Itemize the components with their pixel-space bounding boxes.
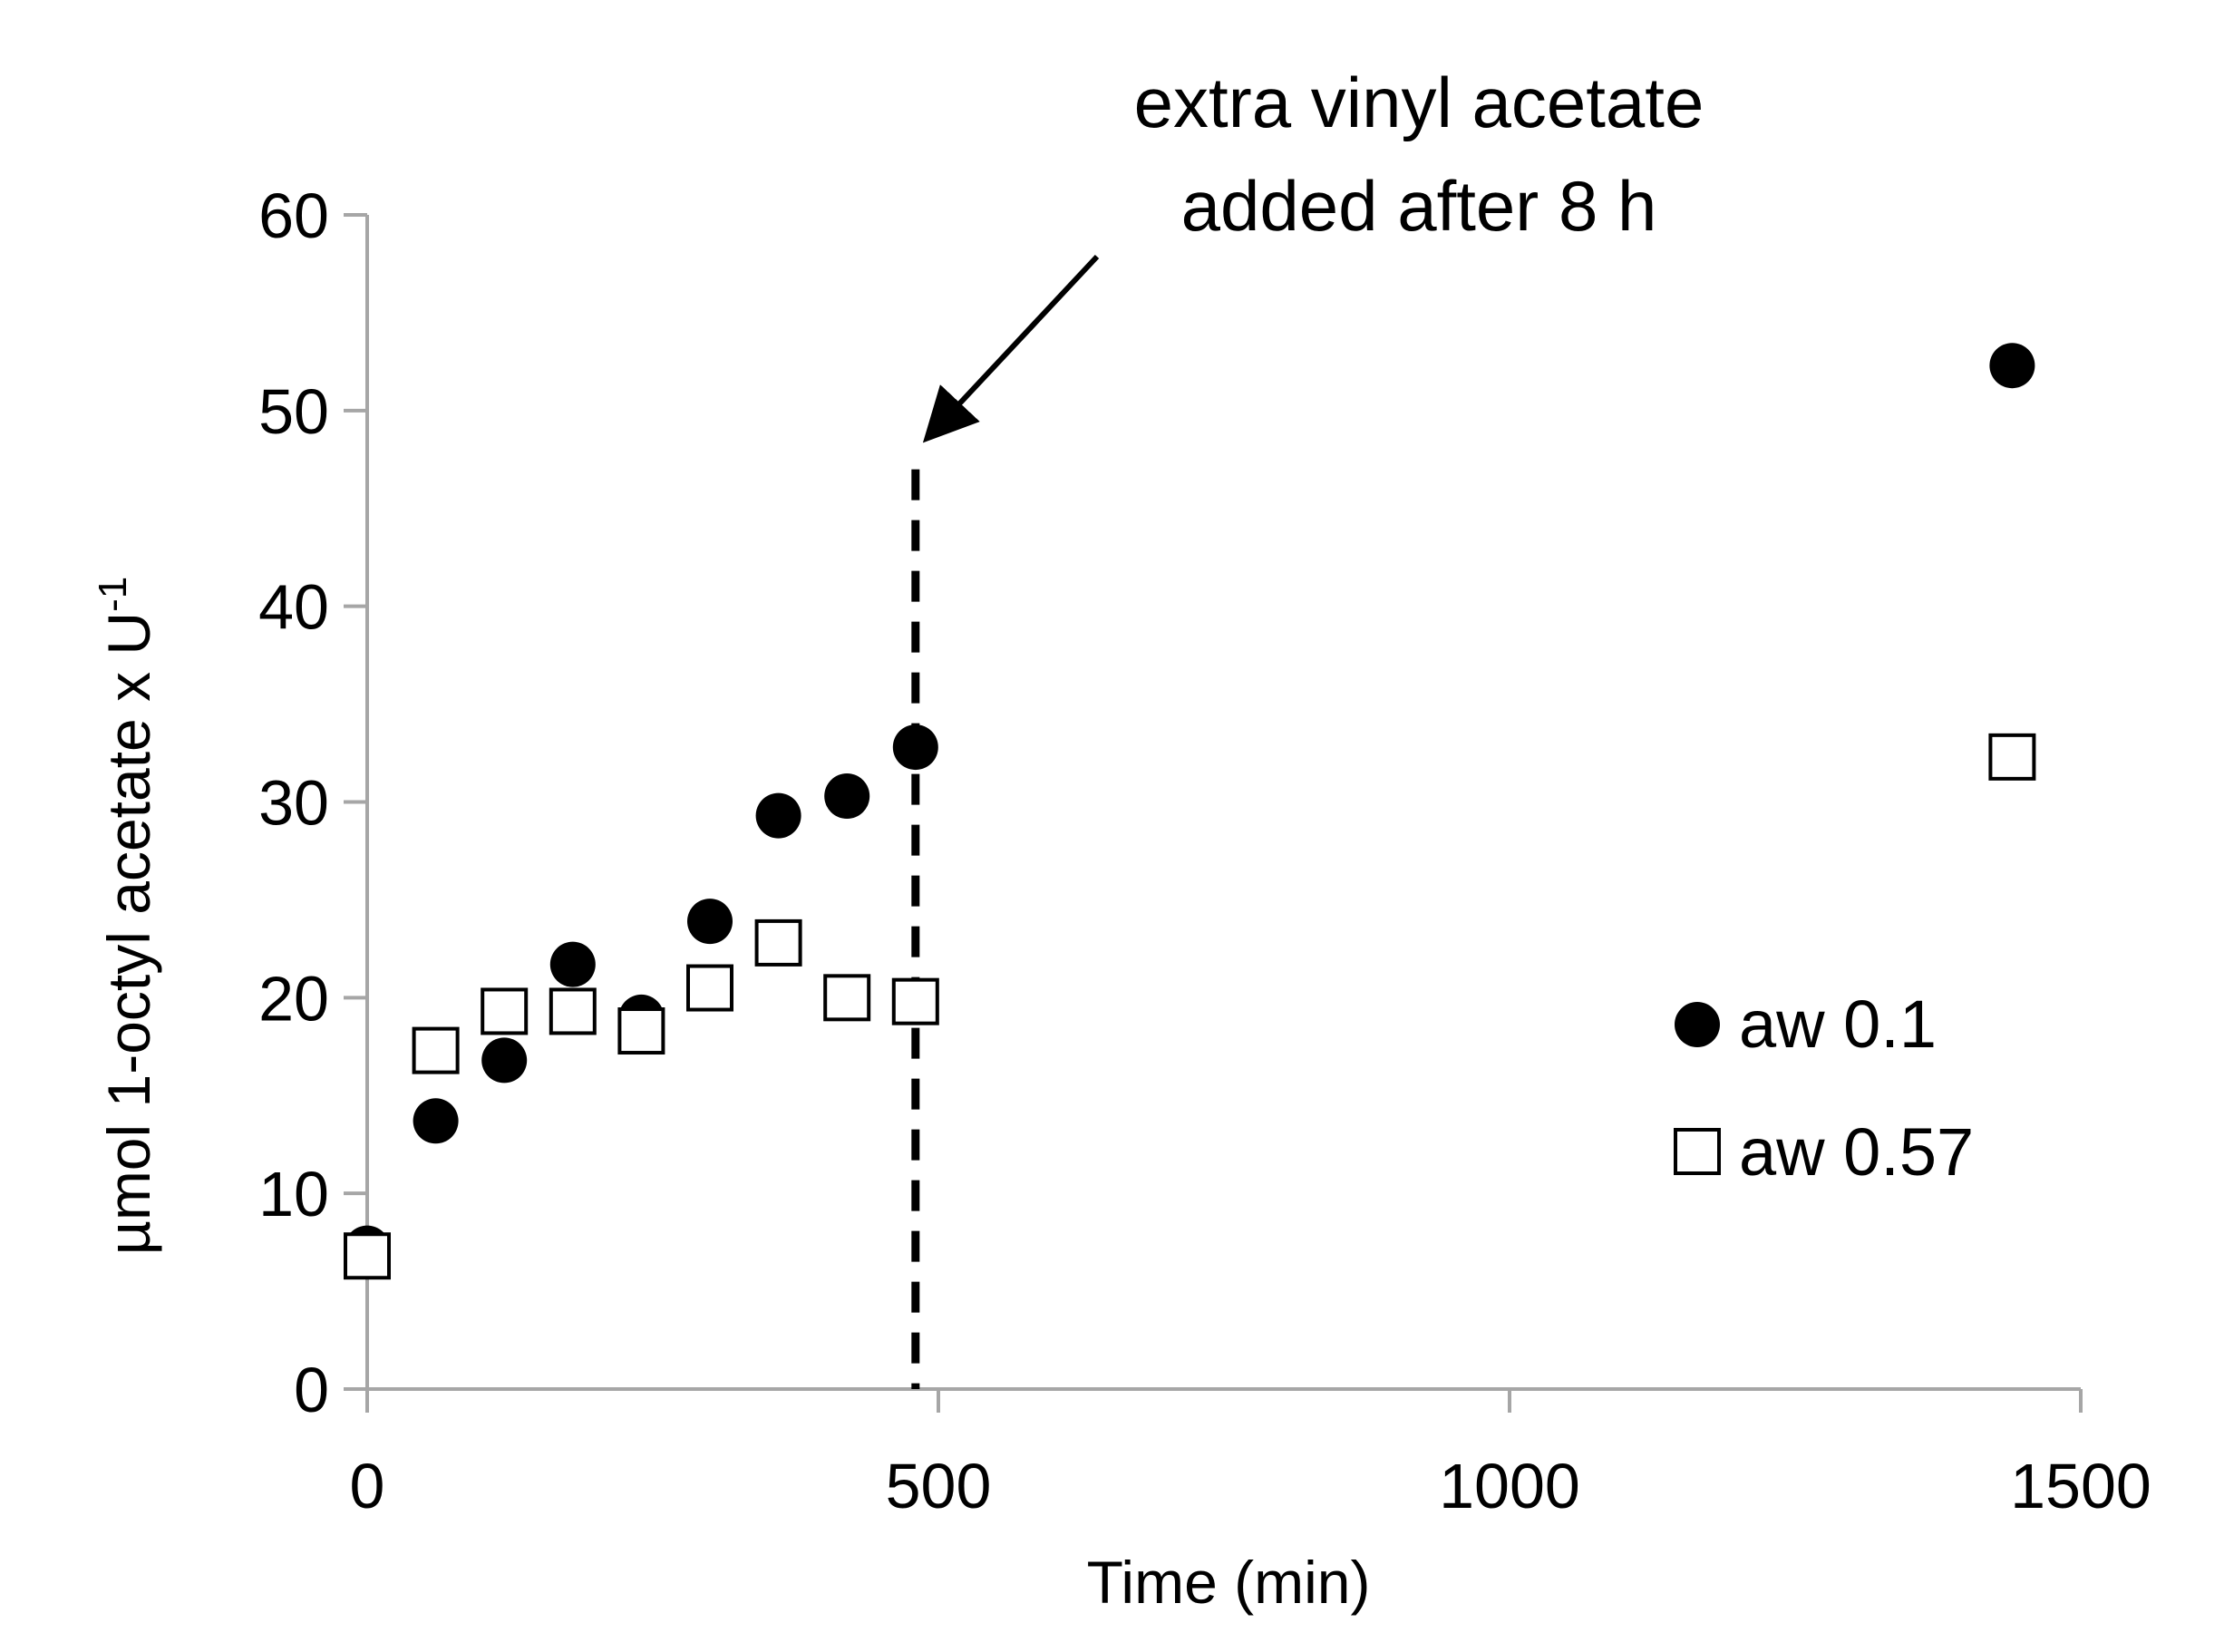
data-point-aw-0-1 (481, 1037, 528, 1084)
y-tick-label: 50 (258, 376, 329, 447)
legend-marker-aw-0-1 (1675, 1002, 1720, 1047)
data-point-aw-0-57 (823, 974, 871, 1022)
axes (365, 215, 2081, 1391)
annotation-arrow (922, 254, 1100, 443)
legend: aw 0.1 aw 0.57 (1674, 986, 1974, 1190)
data-point-aw-0-57 (754, 918, 802, 967)
data-point-aw-0-57 (1988, 733, 2036, 781)
x-tick-label: 500 (886, 1451, 992, 1521)
data-point-aw-0-1 (687, 899, 733, 945)
annotation-line-2: added after 8 h (1181, 166, 1657, 246)
data-point-aw-0-57 (617, 1007, 665, 1055)
y-tick-label: 0 (294, 1355, 329, 1425)
data-point-aw-0-1 (755, 792, 801, 839)
data-point-aw-0-57 (412, 1026, 460, 1074)
y-tick-label: 30 (258, 768, 329, 839)
y-ticks: 0 10 20 30 40 50 60 (258, 180, 367, 1425)
x-tick-label: 0 (350, 1451, 385, 1521)
series-aw-0-1 (345, 343, 2035, 1271)
y-axis-title-main: µmol 1-octyl acetate x U (95, 612, 162, 1255)
y-axis-title: µmol 1-octyl acetate x U-1 (91, 577, 162, 1255)
x-tick-label: 1000 (1439, 1451, 1580, 1521)
data-point-aw-0-1 (413, 1098, 459, 1144)
annotation-line-1: extra vinyl acetate (1134, 63, 1704, 142)
data-point-aw-0-57 (344, 1232, 391, 1280)
data-point-aw-0-1 (1989, 343, 2035, 389)
x-tick-label: 1500 (2010, 1451, 2151, 1521)
y-tick-label: 20 (258, 963, 329, 1034)
data-point-aw-0-1 (549, 941, 596, 987)
data-point-aw-0-1 (892, 724, 938, 771)
data-point-aw-0-57 (891, 977, 939, 1025)
y-axis-title-superscript: -1 (91, 577, 135, 612)
legend-marker-aw-0-57 (1674, 1128, 1721, 1175)
annotation: extra vinyl acetate added after 8 h (911, 63, 1704, 1389)
y-tick-label: 60 (258, 180, 329, 251)
y-tick-label: 10 (258, 1159, 329, 1229)
legend-label-aw-0-57: aw 0.57 (1739, 1114, 1974, 1190)
series-aw-0-57 (344, 733, 2036, 1280)
data-point-aw-0-57 (481, 987, 529, 1035)
y-tick-label: 40 (258, 572, 329, 643)
x-axis-title: Time (min) (1087, 1549, 1371, 1616)
legend-label-aw-0-1: aw 0.1 (1739, 986, 1937, 1062)
data-point-aw-0-1 (824, 773, 870, 820)
x-ticks: 0 500 1000 1500 (350, 1389, 2151, 1521)
data-point-aw-0-57 (686, 964, 733, 1012)
data-point-aw-0-57 (549, 987, 597, 1035)
